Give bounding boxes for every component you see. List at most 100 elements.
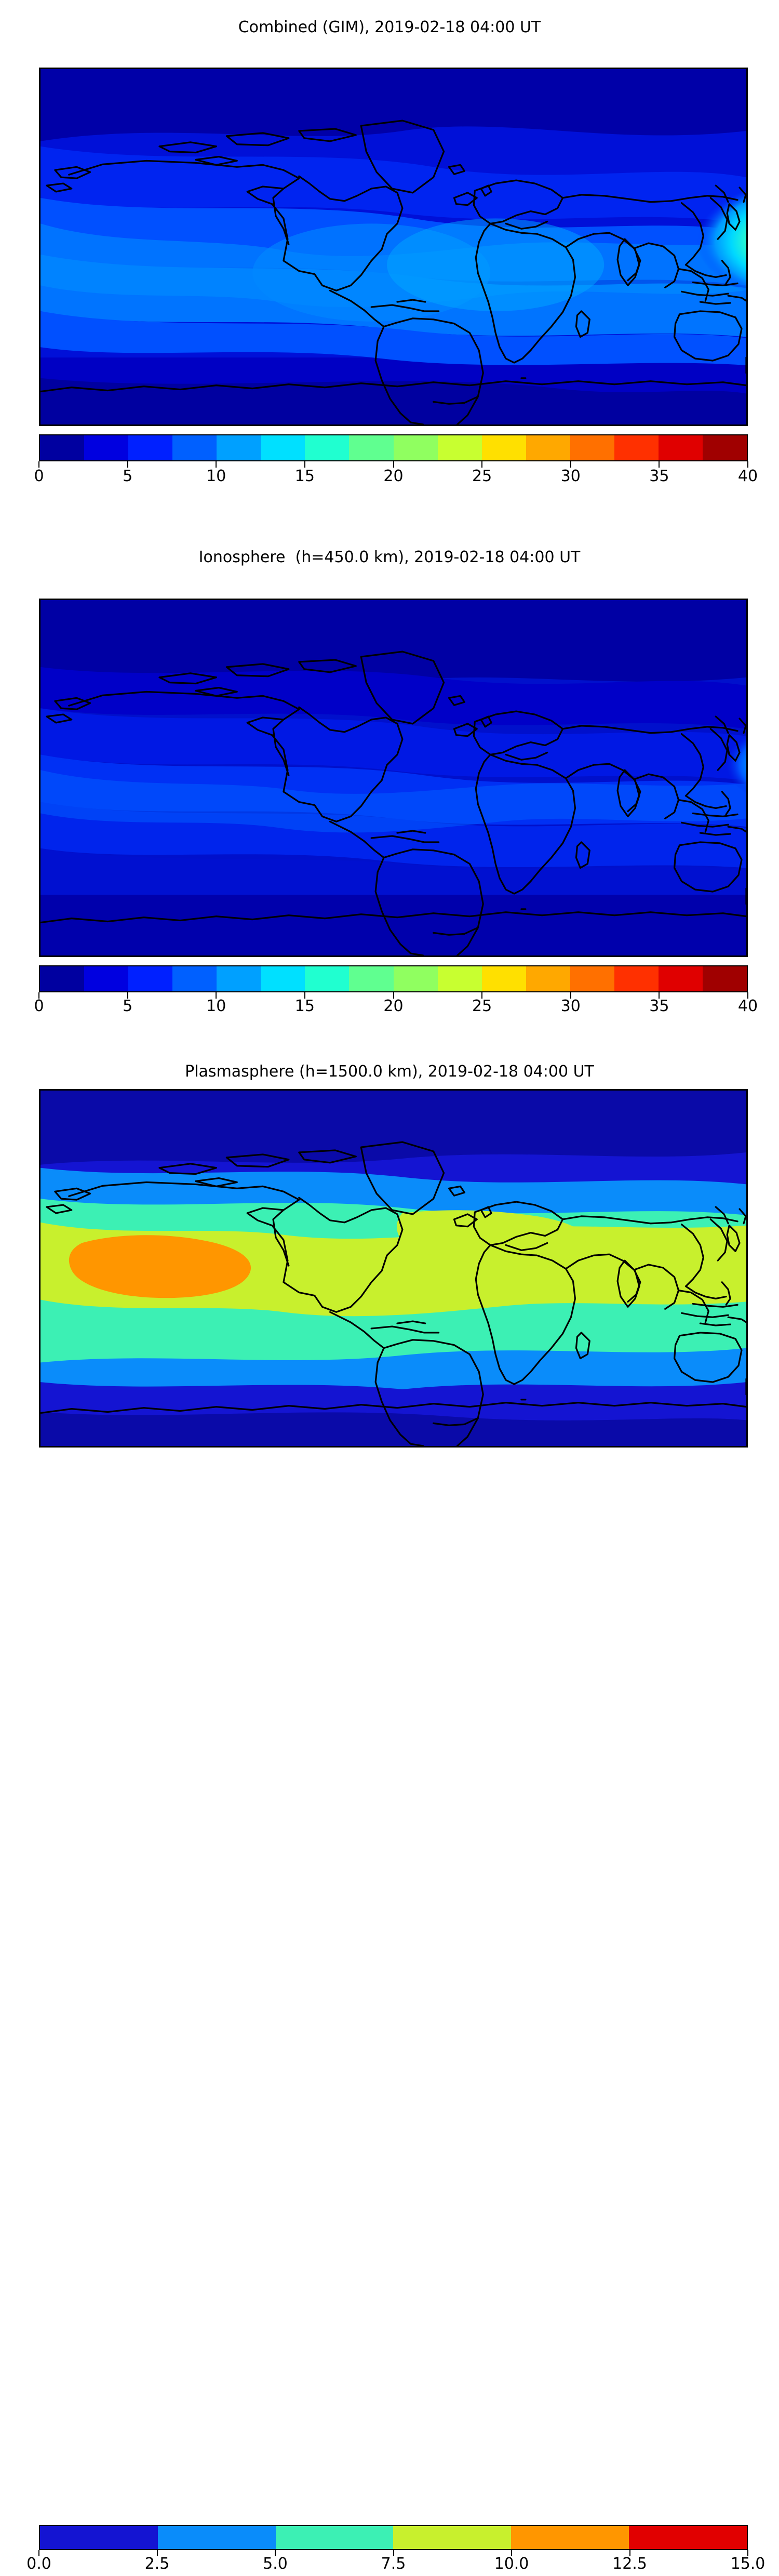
map-canvas-ionosphere bbox=[41, 600, 746, 955]
colorbar-gradient-ionosphere bbox=[39, 965, 748, 992]
panel-title-combined-gim: Combined (GIM), 2019-02-18 04:00 UT bbox=[238, 18, 541, 36]
colorbar-band bbox=[349, 435, 394, 460]
colorbar-band bbox=[437, 966, 482, 991]
map-ionosphere bbox=[39, 599, 748, 957]
colorbar-tick-label: 35 bbox=[649, 997, 669, 1015]
colorbar-band bbox=[128, 966, 173, 991]
colorbar-tick-label: 20 bbox=[383, 997, 404, 1015]
colorbar-tick bbox=[481, 461, 483, 468]
colorbar-tick bbox=[747, 461, 748, 468]
panel-combined-gim: Combined (GIM), 2019-02-18 04:00 UT bbox=[0, 0, 779, 520]
colorbar-tick-label: 40 bbox=[737, 997, 758, 1015]
colorbar-ticks-combined-gim bbox=[38, 461, 748, 468]
colorbar-band bbox=[702, 435, 747, 460]
colorbar-band bbox=[614, 966, 659, 991]
colorbar-labels-combined-gim: 0 5 10 15 20 25 30 35 40 bbox=[34, 467, 758, 488]
colorbar-band bbox=[261, 435, 305, 460]
colorbar-tick-label: 0 bbox=[34, 467, 44, 485]
colorbar-combined-gim: 0 5 10 15 20 25 30 35 40 bbox=[34, 434, 758, 485]
colorbar-band bbox=[511, 2526, 629, 2549]
panel-plasmasphere: Plasmasphere (h=1500.0 km), 2019-02-18 0… bbox=[0, 1050, 779, 2573]
colorbar-band bbox=[481, 435, 526, 460]
colorbar-tick-label: 15 bbox=[294, 997, 315, 1015]
colorbar-band bbox=[305, 435, 350, 460]
colorbar-labels-ionosphere: 0 5 10 15 20 25 30 35 40 bbox=[34, 997, 758, 1018]
colorbar-tick-label: 25 bbox=[472, 467, 492, 485]
colorbar-tick bbox=[393, 461, 394, 468]
colorbar-tick-label: 25 bbox=[472, 997, 492, 1015]
colorbar-tick-label: 40 bbox=[737, 467, 758, 485]
colorbar-band bbox=[261, 966, 305, 991]
colorbar-band bbox=[172, 966, 217, 991]
panel-title-ionosphere: Ionosphere (h=450.0 km), 2019-02-18 04:0… bbox=[198, 548, 581, 566]
colorbar-band bbox=[570, 435, 614, 460]
colorbar-band bbox=[40, 966, 85, 991]
colorbar-band bbox=[40, 2526, 158, 2549]
colorbar-tick bbox=[38, 992, 39, 999]
colorbar-band bbox=[393, 435, 438, 460]
colorbar-tick-label: 35 bbox=[649, 467, 669, 485]
colorbar-tick-label: 5 bbox=[123, 997, 133, 1015]
colorbar-band bbox=[393, 966, 438, 991]
colorbar-tick bbox=[304, 992, 305, 999]
colorbar-band bbox=[84, 435, 129, 460]
colorbar-band bbox=[393, 2526, 512, 2549]
colorbar-band bbox=[305, 966, 350, 991]
colorbar-ticks-ionosphere bbox=[38, 992, 748, 999]
colorbar-band bbox=[702, 966, 747, 991]
colorbar-tick-label: 7.5 bbox=[381, 2555, 406, 2573]
panel-title-plasmasphere: Plasmasphere (h=1500.0 km), 2019-02-18 0… bbox=[185, 1063, 594, 1081]
colorbar-band bbox=[217, 966, 261, 991]
colorbar-tick-label: 12.5 bbox=[612, 2555, 647, 2573]
colorbar-tick bbox=[747, 992, 748, 999]
colorbar-labels-plasmasphere: 0.0 2.5 5.0 7.5 10.0 12.5 15.0 bbox=[26, 2555, 765, 2576]
colorbar-tick-label: 15 bbox=[294, 467, 315, 485]
map-canvas-plasmasphere bbox=[41, 1091, 746, 1446]
colorbar-band bbox=[658, 966, 703, 991]
colorbar-tick-label: 5.0 bbox=[263, 2555, 288, 2573]
colorbar-band bbox=[157, 2526, 276, 2549]
colorbar-band bbox=[526, 966, 570, 991]
colorbar-tick bbox=[481, 992, 483, 999]
map-canvas-combined-gim bbox=[41, 69, 746, 424]
colorbar-tick-label: 20 bbox=[383, 467, 404, 485]
colorbar-band bbox=[217, 435, 261, 460]
colorbar-gradient-plasmasphere bbox=[39, 2525, 748, 2550]
colorbar-band bbox=[658, 435, 703, 460]
colorbar-band bbox=[40, 435, 85, 460]
colorbar-tick bbox=[216, 461, 217, 468]
colorbar-band bbox=[349, 966, 394, 991]
colorbar-band bbox=[275, 2526, 394, 2549]
colorbar-band bbox=[437, 435, 482, 460]
colorbar-gradient-combined-gim bbox=[39, 434, 748, 461]
colorbar-tick-label: 10 bbox=[206, 997, 226, 1015]
map-combined-gim bbox=[39, 68, 748, 426]
colorbar-tick-label: 10.0 bbox=[494, 2555, 529, 2573]
colorbar-tick-label: 30 bbox=[560, 467, 581, 485]
colorbar-tick bbox=[659, 992, 660, 999]
colorbar-tick bbox=[216, 992, 217, 999]
colorbar-band bbox=[629, 2526, 747, 2549]
colorbar-tick-label: 10 bbox=[206, 467, 226, 485]
colorbar-band bbox=[481, 966, 526, 991]
colorbar-tick bbox=[127, 992, 128, 999]
colorbar-tick bbox=[38, 461, 39, 468]
colorbar-plasmasphere: 0.0 2.5 5.0 7.5 10.0 12.5 15.0 bbox=[26, 2525, 765, 2573]
colorbar-tick bbox=[127, 461, 128, 468]
panel-ionosphere: Ionosphere (h=450.0 km), 2019-02-18 04:0… bbox=[0, 520, 779, 1050]
colorbar-tick bbox=[659, 461, 660, 468]
colorbar-tick bbox=[304, 461, 305, 468]
colorbar-band bbox=[84, 966, 129, 991]
colorbar-tick-label: 15.0 bbox=[730, 2555, 765, 2573]
colorbar-tick bbox=[393, 992, 394, 999]
colorbar-tick-label: 5 bbox=[123, 467, 133, 485]
colorbar-tick-label: 2.5 bbox=[144, 2555, 170, 2573]
colorbar-tick-label: 30 bbox=[560, 997, 581, 1015]
colorbar-ionosphere: 0 5 10 15 20 25 30 35 40 bbox=[34, 965, 758, 1015]
colorbar-tick-label: 0.0 bbox=[26, 2555, 51, 2573]
map-plasmasphere bbox=[39, 1089, 748, 1448]
colorbar-tick bbox=[570, 461, 571, 468]
colorbar-band bbox=[128, 435, 173, 460]
colorbar-band bbox=[570, 966, 614, 991]
